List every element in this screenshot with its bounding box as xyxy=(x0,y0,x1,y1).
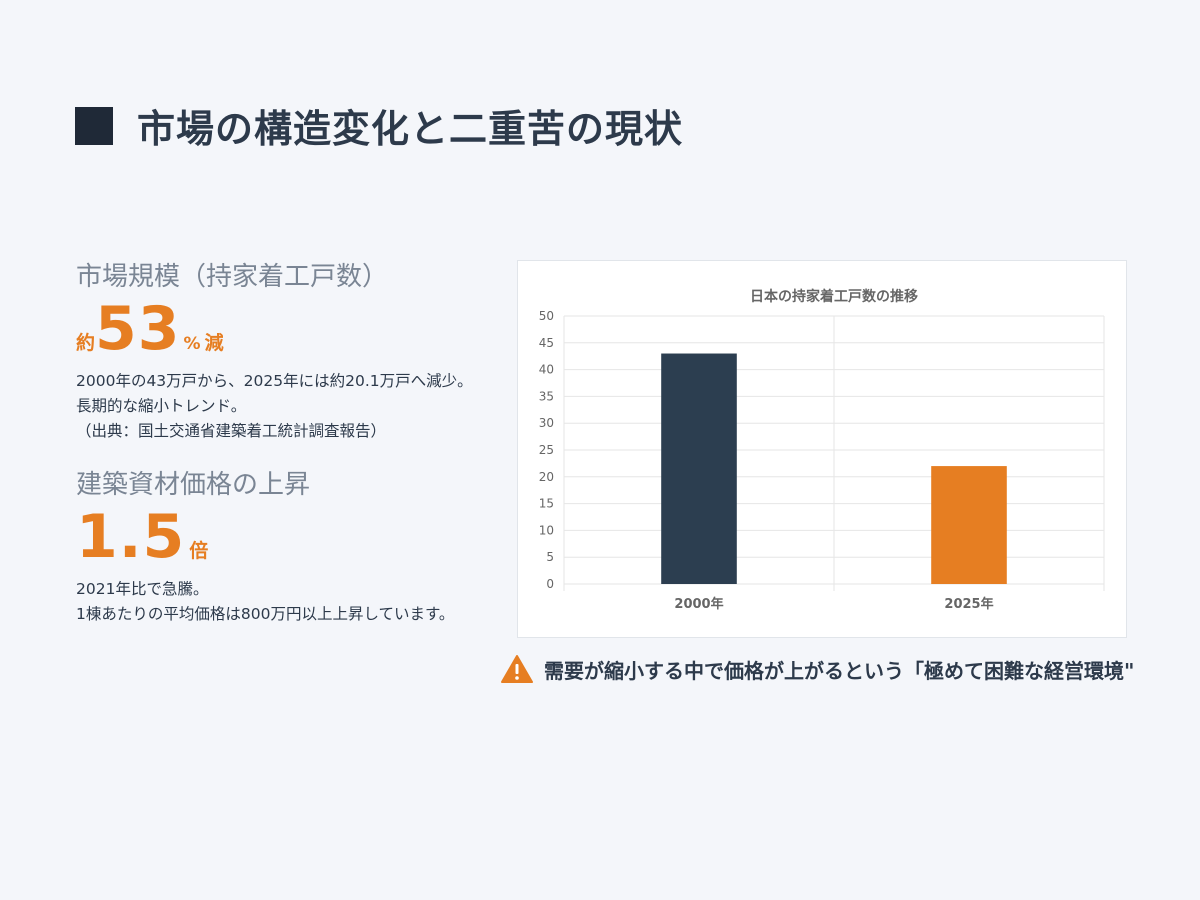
price-number: 1.5 xyxy=(76,502,186,572)
y-tick-label: 0 xyxy=(546,577,554,591)
price-desc-line: 1棟あたりの平均価格は800万円以上上昇しています。 xyxy=(76,605,455,623)
price-description: 2021年比で急騰。 1棟あたりの平均価格は800万円以上上昇しています。 xyxy=(76,577,506,627)
market-number: 53 xyxy=(95,294,181,364)
y-tick-label: 15 xyxy=(539,497,554,511)
market-unit: % xyxy=(183,334,201,354)
price-suffix: 倍 xyxy=(189,540,209,562)
warning-text: 需要が縮小する中で価格が上がるという「極めて困難な経営環境" xyxy=(544,658,1135,683)
title-square-icon xyxy=(75,106,113,145)
warning-triangle-icon xyxy=(501,655,533,683)
y-tick-label: 5 xyxy=(546,550,554,564)
price-desc-line: 2021年比で急騰。 xyxy=(76,580,209,598)
stats-panel: 市場規模（持家着工戸数） 約 53 % 減 2000年の43万戸から、2025年… xyxy=(76,256,506,627)
title-row: 市場の構造変化と二重苦の現状 xyxy=(75,98,683,153)
y-tick-label: 10 xyxy=(539,523,554,537)
y-tick-label: 30 xyxy=(539,416,554,430)
market-heading: 市場規模（持家着工戸数） xyxy=(76,262,389,292)
y-tick-label: 40 xyxy=(539,363,554,377)
y-tick-label: 35 xyxy=(539,389,554,403)
y-tick-label: 50 xyxy=(539,309,554,323)
chart-card: 日本の持家着工戸数の推移 0 5 10 15 20 25 30 35 40 45 50 2000年 202… xyxy=(517,260,1127,638)
market-description: 2000年の43万戸から、2025年には約20.1万戸へ減少。 長期的な縮小トレ… xyxy=(76,369,506,444)
bar-chart: 日本の持家着工戸数の推移 0 5 10 15 20 25 30 35 40 45 50 2000年 202… xyxy=(539,288,1105,612)
x-tick-label: 2000年 xyxy=(674,596,723,612)
y-tick-label: 25 xyxy=(539,443,554,457)
warning-callout: 需要が縮小する中で価格が上がるという「極めて困難な経営環境" xyxy=(500,654,1134,684)
market-prefix: 約 xyxy=(76,332,96,354)
market-suffix: 減 xyxy=(204,332,224,354)
market-stat: 市場規模（持家着工戸数） 約 53 % 減 2000年の43万戸から、2025年… xyxy=(76,256,506,444)
price-stat: 建築資材価格の上昇 1.5 倍 2021年比で急騰。 1棟あたりの平均価格は80… xyxy=(76,464,506,627)
y-tick-label: 20 xyxy=(539,470,554,484)
chart-title: 日本の持家着工戸数の推移 xyxy=(750,288,918,305)
price-value: 1.5 倍 xyxy=(76,507,506,567)
market-desc-line: 2000年の43万戸から、2025年には約20.1万戸へ減少。 xyxy=(76,372,473,390)
market-desc-line: （出典：国土交通省建築着工統計調査報告） xyxy=(76,422,387,440)
bar xyxy=(931,466,1007,584)
bar xyxy=(661,353,737,584)
price-heading: 建築資材価格の上昇 xyxy=(76,470,311,500)
page-title: 市場の構造変化と二重苦の現状 xyxy=(137,107,684,151)
x-tick-label: 2025年 xyxy=(944,596,993,612)
market-value: 約 53 % 減 xyxy=(76,299,506,359)
market-desc-line: 長期的な縮小トレンド。 xyxy=(76,397,247,415)
y-tick-label: 45 xyxy=(539,336,554,350)
